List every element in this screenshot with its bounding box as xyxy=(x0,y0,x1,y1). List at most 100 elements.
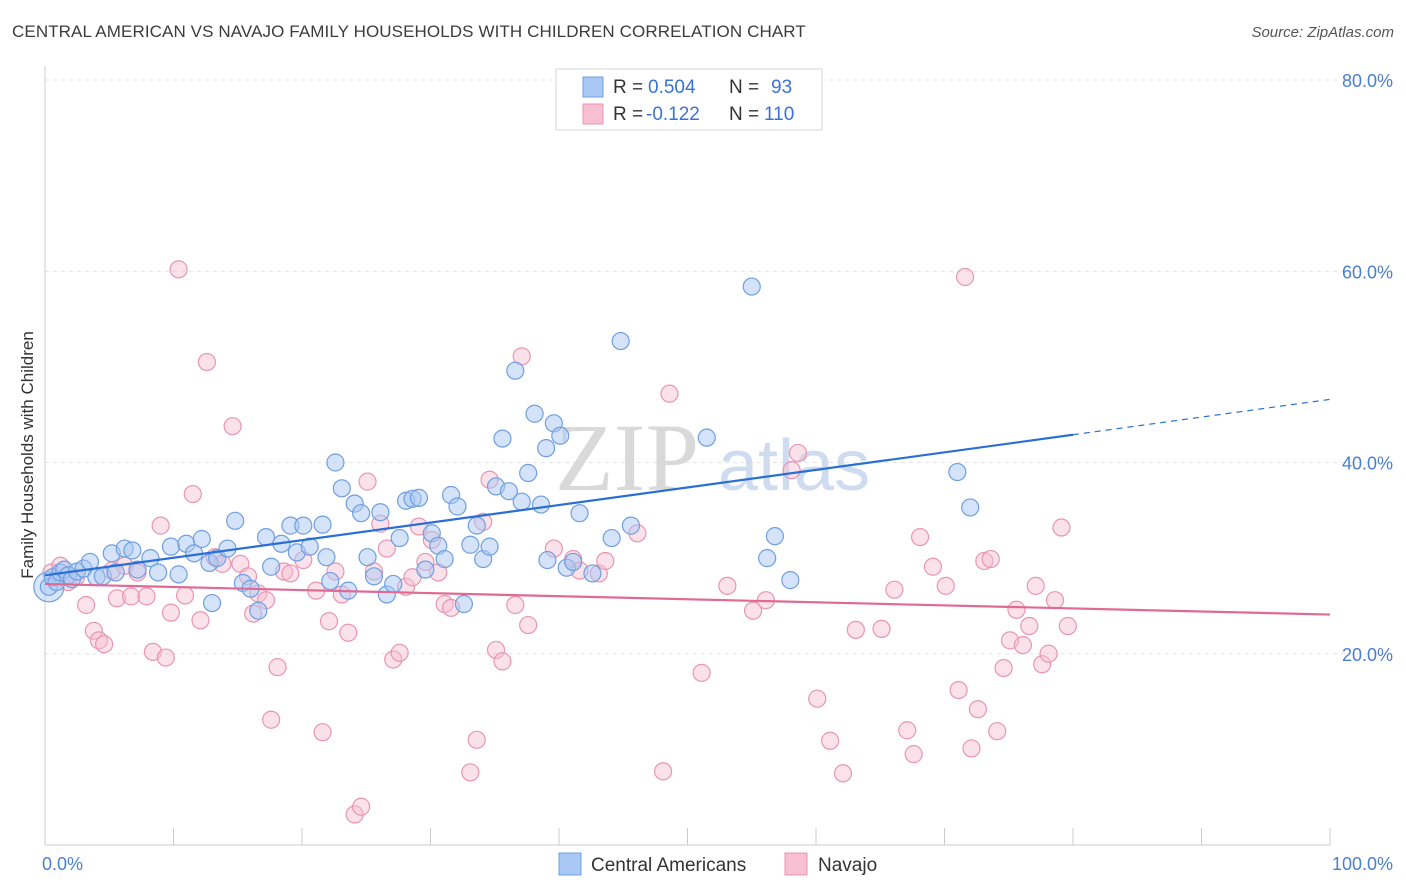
tick-labels: 20.0% 40.0% 60.0% 80.0% 0.0% 100.0% xyxy=(42,71,1393,874)
central-americans-point xyxy=(161,537,181,556)
navajo-point xyxy=(486,640,506,660)
grid-lines xyxy=(45,79,1392,655)
navajo-point xyxy=(1007,600,1026,619)
navajo-point xyxy=(981,549,1000,569)
navajo-point xyxy=(808,689,827,708)
navajo-point xyxy=(191,611,210,630)
navajo-point xyxy=(377,539,396,558)
central-americans-point xyxy=(435,549,454,569)
central-americans-point xyxy=(758,549,777,568)
y-tick-label: 40.0% xyxy=(1342,454,1393,474)
central-americans-point xyxy=(313,515,332,534)
navajo-point xyxy=(596,551,615,571)
central-americans-point xyxy=(480,537,499,556)
central-americans-point xyxy=(621,516,641,535)
navajo-point xyxy=(1026,576,1045,595)
navajo-point xyxy=(339,623,358,642)
stats-legend: R = 0.504 N = 93 R = -0.122 N = 110 xyxy=(555,68,823,131)
svg-text:ZIP: ZIP xyxy=(555,404,699,511)
central-americans-point xyxy=(948,462,967,482)
central-americans-point xyxy=(249,601,268,620)
navajo-point xyxy=(949,680,968,700)
navajo-point xyxy=(77,595,96,615)
navajo-point xyxy=(975,551,994,571)
navajo-point xyxy=(151,516,170,535)
central-americans-point xyxy=(80,552,100,572)
navajo-point xyxy=(1045,591,1065,610)
navajo-point xyxy=(461,763,480,782)
central-americans-point xyxy=(384,574,403,594)
navajo-point xyxy=(1013,636,1032,655)
central-americans-point xyxy=(390,528,409,548)
central-americans-point xyxy=(409,488,429,507)
navajo-point xyxy=(872,619,891,638)
central-americans-point xyxy=(506,361,525,380)
bottom-legend-navajo: Navajo xyxy=(818,855,877,876)
central-americans-point xyxy=(123,541,142,560)
central-americans-point xyxy=(148,563,168,582)
navajo-point xyxy=(1039,644,1058,663)
navajo-point xyxy=(262,710,281,729)
navajo-point xyxy=(137,587,156,606)
central-americans-point xyxy=(454,594,474,614)
navajo-point xyxy=(519,615,538,635)
legend-n-label-1: N = xyxy=(729,77,759,98)
navajo-point xyxy=(1033,655,1052,674)
central-americans-point xyxy=(317,548,336,567)
x-tick-label-max: 100.0% xyxy=(1332,854,1393,874)
bottom-legend: Central Americans Navajo xyxy=(558,852,877,876)
navajo-trend-line xyxy=(44,582,1331,616)
central-americans-point xyxy=(537,439,556,458)
navajo-point xyxy=(384,650,403,669)
navajo-point xyxy=(962,739,981,758)
central-americans-point xyxy=(294,516,313,535)
central-americans-point xyxy=(781,571,800,590)
central-americans-point xyxy=(226,511,245,530)
central-americans-point xyxy=(128,560,147,579)
y-tick-label: 80.0% xyxy=(1342,71,1393,91)
legend-swatch-blue xyxy=(582,76,604,98)
central-americans-point xyxy=(169,565,188,584)
central-americans-point xyxy=(416,560,435,579)
legend-n-value-1: 93 xyxy=(771,77,792,98)
central-americans-point xyxy=(697,428,716,447)
navajo-point xyxy=(1020,616,1039,636)
navajo-point xyxy=(923,557,943,576)
navajo-point xyxy=(319,612,339,631)
navajo-point xyxy=(358,472,377,491)
axes xyxy=(44,66,1331,846)
navajo-point xyxy=(223,417,242,436)
navajo-point xyxy=(183,484,202,504)
central-americans-point xyxy=(961,498,980,517)
central-americans-point xyxy=(256,527,276,547)
navajo-point xyxy=(898,721,917,740)
navajo-point xyxy=(268,658,287,677)
navajo-point xyxy=(994,658,1013,678)
central-americans-points xyxy=(33,277,980,620)
central-americans-point xyxy=(326,453,345,472)
central-americans-trend-extension xyxy=(1072,398,1331,436)
central-americans-point xyxy=(358,548,377,567)
central-americans-point xyxy=(525,404,544,423)
central-americans-point xyxy=(106,563,125,582)
navajo-point xyxy=(281,564,300,583)
navajo-point xyxy=(107,589,127,608)
legend-r-value-1: 0.504 xyxy=(648,77,696,98)
legend-n-value-2: 110 xyxy=(764,104,794,125)
central-americans-point xyxy=(364,567,384,586)
central-americans-point xyxy=(570,504,589,523)
central-americans-point xyxy=(202,593,222,613)
central-americans-point xyxy=(611,331,630,351)
navajo-point xyxy=(910,527,930,547)
navajo-point xyxy=(885,580,904,599)
navajo-point xyxy=(169,260,188,279)
navajo-point xyxy=(493,652,512,671)
watermark: ZIP atlas xyxy=(555,404,870,511)
navajo-point xyxy=(833,764,853,783)
navajo-point xyxy=(692,663,711,682)
central-americans-point xyxy=(192,529,211,549)
y-tick-label: 20.0% xyxy=(1342,645,1393,665)
central-americans-point xyxy=(352,504,371,523)
central-americans-point xyxy=(551,426,570,445)
